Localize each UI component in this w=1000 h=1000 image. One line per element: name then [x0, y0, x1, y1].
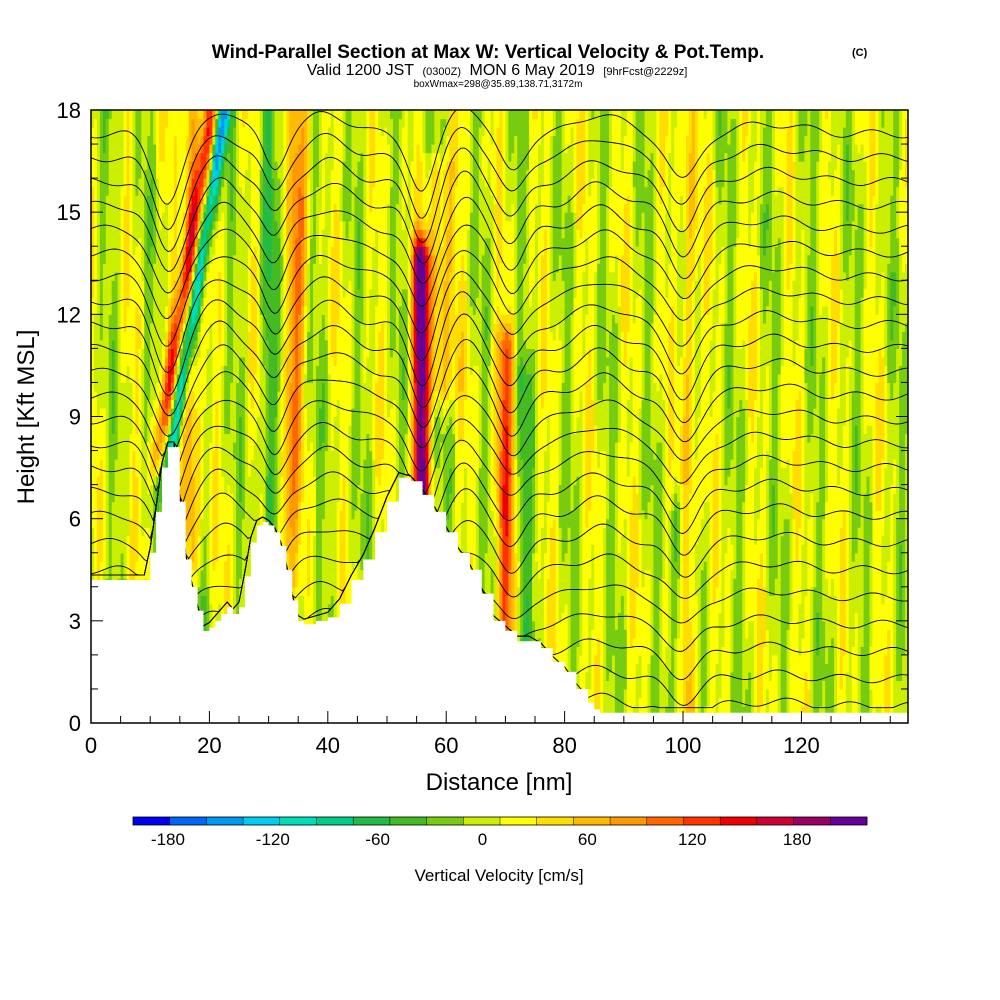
- chart-subtitle: Valid 1200 JST (0300Z) MON 6 May 2019 [9…: [307, 62, 688, 79]
- subtitle-forecast: [9hrFcst@2229z]: [603, 66, 687, 78]
- subtitle-utc: (0300Z): [423, 66, 462, 78]
- chart-title: Wind-Parallel Section at Max W: Vertical…: [212, 42, 764, 63]
- chart-subtitle-2: boxWmax=298@35.89,138.71,3172m: [414, 79, 583, 90]
- subtitle-date: MON 6 May 2019: [469, 62, 594, 79]
- subtitle-valid: Valid 1200 JST: [307, 62, 415, 79]
- chart-title-mark: (C): [852, 47, 868, 59]
